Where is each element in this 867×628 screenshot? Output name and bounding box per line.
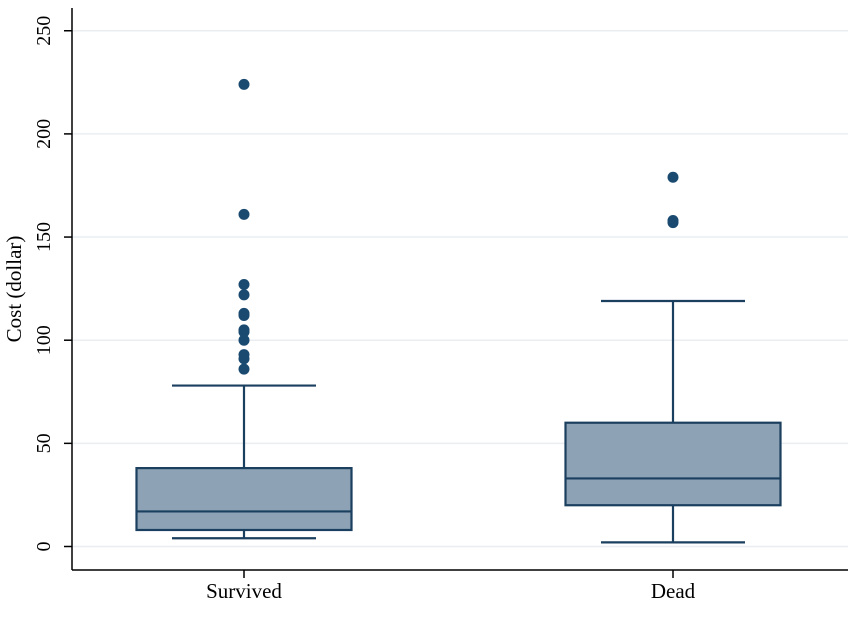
y-tick-label-50: 50 xyxy=(33,433,55,453)
outlier-point xyxy=(238,307,250,319)
outlier-point xyxy=(238,349,250,361)
gridlines xyxy=(72,30,848,548)
outlier-point xyxy=(238,363,250,375)
box-survived xyxy=(135,78,353,540)
y-axis-title: Cost (dollar) xyxy=(2,236,26,343)
y-tick-label-200: 200 xyxy=(33,119,55,149)
outlier-point xyxy=(238,278,250,290)
outlier-point xyxy=(667,171,679,183)
y-tick-label-150: 150 xyxy=(33,222,55,252)
y-tick-label-0: 0 xyxy=(33,542,55,552)
x-tick-label-survived: Survived xyxy=(206,579,282,603)
outlier-point xyxy=(667,215,679,227)
outlier-point xyxy=(238,78,250,90)
outlier-point xyxy=(238,334,250,346)
x-tick-label-dead: Dead xyxy=(651,579,696,603)
box-dead xyxy=(564,171,782,544)
iqr-box xyxy=(564,421,782,507)
y-tick-label-100: 100 xyxy=(33,325,55,355)
iqr-box xyxy=(135,467,353,532)
outlier-point xyxy=(238,324,250,336)
outlier-point xyxy=(238,208,250,220)
axes: 0 50 100 150 200 250 Survived Dead xyxy=(33,8,848,603)
outlier-point xyxy=(238,289,250,301)
y-tick-label-250: 250 xyxy=(33,16,55,46)
boxes xyxy=(135,78,782,544)
